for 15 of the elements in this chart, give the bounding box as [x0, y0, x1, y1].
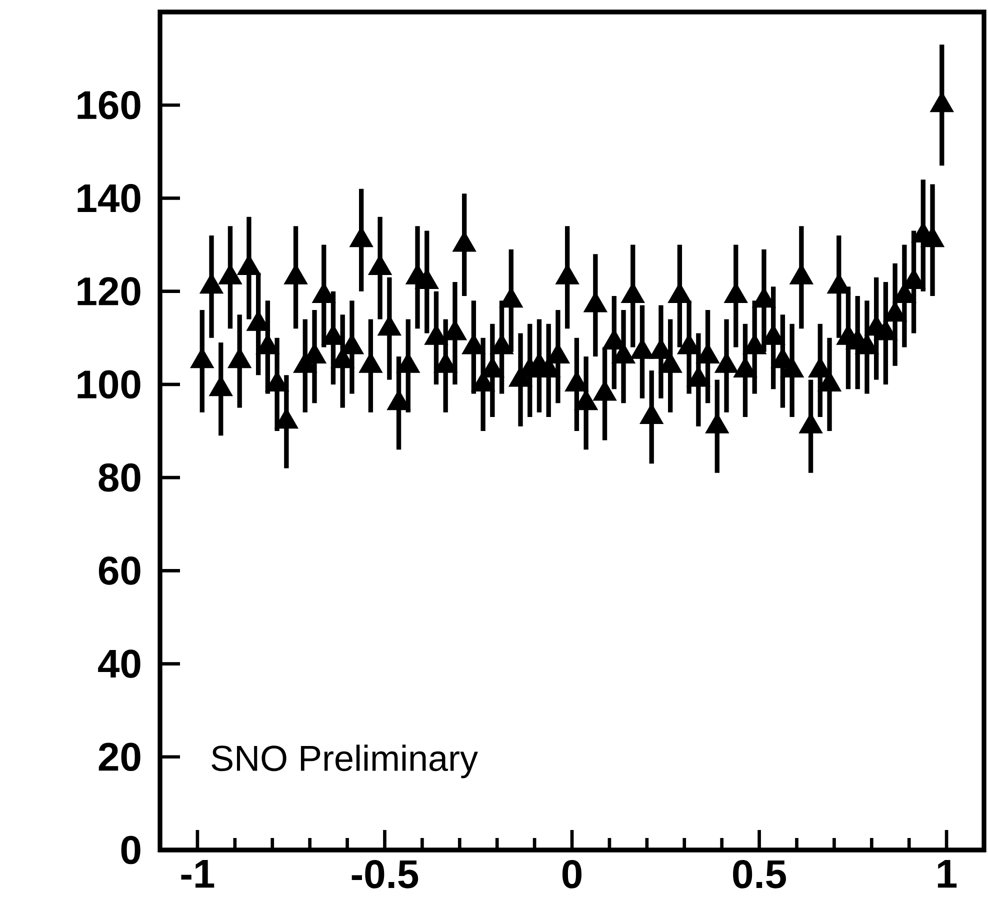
y-tick-label: 100 — [78, 370, 140, 399]
x-tick-label: -0.5 — [352, 860, 418, 888]
annotation: SNO Preliminary — [212, 744, 478, 778]
x-tick-label: 0 — [562, 860, 582, 888]
y-tick-label: 0 — [121, 836, 140, 864]
y-tick-label: 40 — [98, 650, 140, 678]
y-tick-label: 60 — [98, 556, 140, 585]
y-tick-label: 160 — [78, 90, 140, 120]
y-tick-label: 140 — [78, 184, 140, 212]
y-tick-label: 120 — [78, 277, 140, 306]
x-tick-label: 1 — [938, 860, 957, 888]
y-tick-label: 20 — [98, 742, 140, 772]
y-tick-label: 80 — [98, 463, 140, 492]
x-tick-label: -1 — [181, 860, 214, 888]
x-tick-label: 0.5 — [733, 860, 786, 888]
